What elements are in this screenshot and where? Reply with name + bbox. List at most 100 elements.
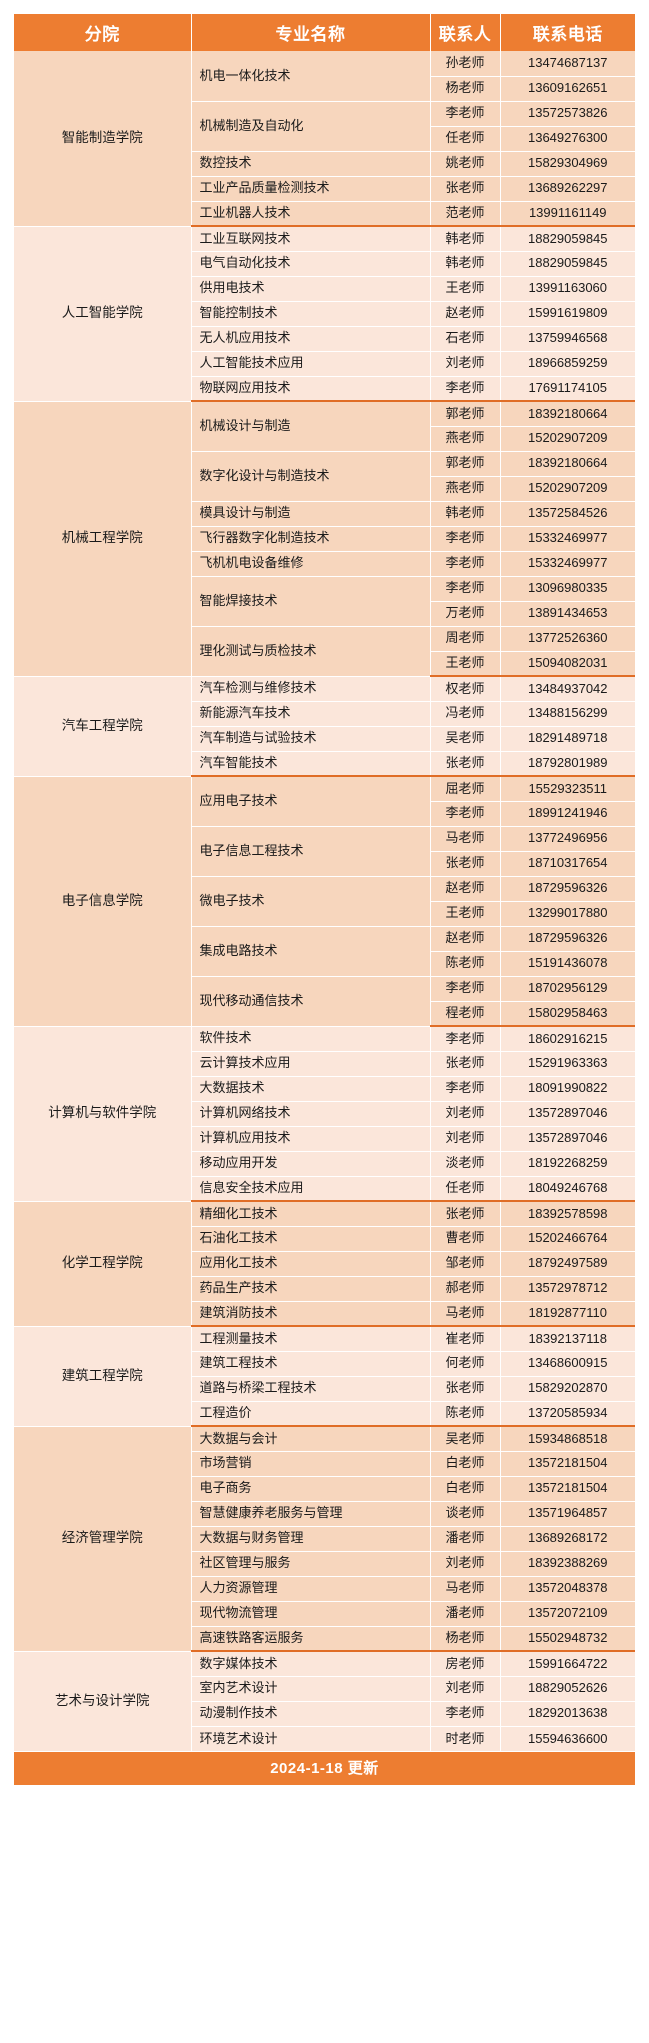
major-cell: 环境艺术设计 [191, 1726, 431, 1751]
major-cell: 飞行器数字化制造技术 [191, 526, 431, 552]
contact-person-cell: 张老师 [430, 751, 501, 777]
department-cell: 电子信息学院 [14, 776, 192, 1027]
contact-person-cell: 刘老师 [430, 351, 501, 377]
table-row: 飞机机电设备维修 李老师 15332469977 [14, 551, 635, 577]
contact-person-cell: 李老师 [430, 576, 501, 602]
contact-phone-cell: 13474687137 [500, 51, 635, 77]
contact-person-cell: 马老师 [430, 1301, 501, 1327]
table-row: 药品生产技术 郝老师 13572978712 [14, 1276, 635, 1302]
major-cell: 大数据与财务管理 [191, 1526, 431, 1552]
table-row: 汽车智能技术 张老师 18792801989 [14, 751, 635, 777]
contact-person-cell: 淡老师 [430, 1151, 501, 1177]
major-cell: 计算机应用技术 [191, 1126, 431, 1152]
contact-phone-cell: 15332469977 [500, 526, 635, 552]
contact-person-cell: 邹老师 [430, 1251, 501, 1277]
table-row: 人工智能学院 工业互联网技术 韩老师 18829059845 [14, 226, 635, 402]
contact-phone-cell: 15191436078 [500, 951, 635, 977]
table-row: 王老师 15094082031 [14, 651, 635, 677]
table-row: 模具设计与制造 韩老师 13572584526 [14, 501, 635, 527]
contact-person-cell: 屈老师 [430, 776, 501, 802]
major-cell: 电子商务 [191, 1476, 431, 1502]
contact-person-cell: 韩老师 [430, 501, 501, 527]
contact-phone-cell: 15934868518 [500, 1426, 635, 1452]
contact-person-cell: 潘老师 [430, 1526, 501, 1552]
major-cell: 汽车制造与试验技术 [191, 726, 431, 752]
table-row: 智能制造学院 机电一体化技术 孙老师 13474687137 [14, 51, 635, 227]
contact-person-cell: 韩老师 [430, 251, 501, 277]
contact-phone-cell: 13759946568 [500, 326, 635, 352]
table-row: 工程造价 陈老师 13720585934 [14, 1401, 635, 1427]
contact-person-cell: 冯老师 [430, 701, 501, 727]
major-cell: 工程造价 [191, 1401, 431, 1427]
contact-phone-cell: 13468600915 [500, 1351, 635, 1377]
major-cell: 物联网应用技术 [191, 376, 431, 402]
contact-person-cell: 王老师 [430, 901, 501, 927]
table-row: 陈老师 15191436078 [14, 951, 635, 977]
contact-person-cell: 燕老师 [430, 426, 501, 452]
major-cell: 工业产品质量检测技术 [191, 176, 431, 202]
table-row: 化学工程学院 精细化工技术 张老师 18392578598 [14, 1201, 635, 1327]
contact-person-cell: 刘老师 [430, 1126, 501, 1152]
table-row: 智能焊接技术 李老师 13096980335 [14, 576, 635, 627]
contact-person-cell: 韩老师 [430, 226, 501, 252]
major-cell: 机电一体化技术 [191, 51, 431, 102]
contact-person-cell: 吴老师 [430, 726, 501, 752]
department-cell: 汽车工程学院 [14, 676, 192, 777]
major-cell: 信息安全技术应用 [191, 1176, 431, 1202]
contact-person-cell: 马老师 [430, 1576, 501, 1602]
table-row: 电子信息学院 应用电子技术 屈老师 15529323511 [14, 776, 635, 1027]
major-cell: 模具设计与制造 [191, 501, 431, 527]
table-row: 建筑消防技术 马老师 18192877110 [14, 1301, 635, 1327]
contact-person-cell: 房老师 [430, 1651, 501, 1677]
major-cell: 汽车智能技术 [191, 751, 431, 777]
major-cell: 汽车检测与维修技术 [191, 676, 431, 702]
contact-phone-cell: 15094082031 [500, 651, 635, 677]
contact-phone-cell: 18792497589 [500, 1251, 635, 1277]
table-row: 燕老师 15202907209 [14, 476, 635, 502]
major-cell: 工业互联网技术 [191, 226, 431, 252]
major-cell: 建筑工程技术 [191, 1351, 431, 1377]
contact-phone-cell: 18392388269 [500, 1551, 635, 1577]
table-row: 数控技术 姚老师 15829304969 [14, 151, 635, 177]
major-cell: 电气自动化技术 [191, 251, 431, 277]
contact-person-cell: 郝老师 [430, 1276, 501, 1302]
table-row: 计算机应用技术 刘老师 13572897046 [14, 1126, 635, 1152]
contact-person-cell: 赵老师 [430, 876, 501, 902]
table-row: 数字化设计与制造技术 郭老师 18392180664 [14, 451, 635, 502]
contact-phone-cell: 18829059845 [500, 226, 635, 252]
contact-phone-cell: 15332469977 [500, 551, 635, 577]
department-cell: 艺术与设计学院 [14, 1651, 192, 1752]
contact-phone-cell: 13720585934 [500, 1401, 635, 1427]
contact-phone-cell: 13649276300 [500, 126, 635, 152]
major-cell: 数字媒体技术 [191, 1651, 431, 1677]
table-row: 工业机器人技术 范老师 13991161149 [14, 201, 635, 227]
major-cell: 工程测量技术 [191, 1326, 431, 1352]
major-cell: 精细化工技术 [191, 1201, 431, 1227]
major-cell: 机械制造及自动化 [191, 101, 431, 152]
major-cell: 室内艺术设计 [191, 1676, 431, 1702]
major-cell: 飞机机电设备维修 [191, 551, 431, 577]
contact-phone-cell: 13891434653 [500, 601, 635, 627]
table-row: 道路与桥梁工程技术 张老师 15829202870 [14, 1376, 635, 1402]
major-cell: 新能源汽车技术 [191, 701, 431, 727]
table-row: 电子信息工程技术 马老师 13772496956 [14, 826, 635, 877]
contact-person-cell: 李老师 [430, 1701, 501, 1727]
contact-phone-cell: 18702956129 [500, 976, 635, 1002]
contact-person-cell: 张老师 [430, 1376, 501, 1402]
contact-person-cell: 马老师 [430, 826, 501, 852]
table-row: 室内艺术设计 刘老师 18829052626 [14, 1676, 635, 1702]
department-cell: 计算机与软件学院 [14, 1026, 192, 1202]
major-cell: 软件技术 [191, 1026, 431, 1052]
contact-person-cell: 任老师 [430, 126, 501, 152]
table-row: 艺术与设计学院 数字媒体技术 房老师 15991664722 [14, 1651, 635, 1752]
contact-phone-cell: 15502948732 [500, 1626, 635, 1652]
contact-phone-cell: 15202907209 [500, 426, 635, 452]
contact-phone-cell: 18091990822 [500, 1076, 635, 1102]
table-row: 应用化工技术 邹老师 18792497589 [14, 1251, 635, 1277]
contact-phone-cell: 13991161149 [500, 201, 635, 227]
major-cell: 数字化设计与制造技术 [191, 451, 431, 502]
contact-phone-cell: 18729596326 [500, 926, 635, 952]
table-row: 高速铁路客运服务 杨老师 15502948732 [14, 1626, 635, 1652]
major-cell: 药品生产技术 [191, 1276, 431, 1302]
contact-phone-cell: 18710317654 [500, 851, 635, 877]
